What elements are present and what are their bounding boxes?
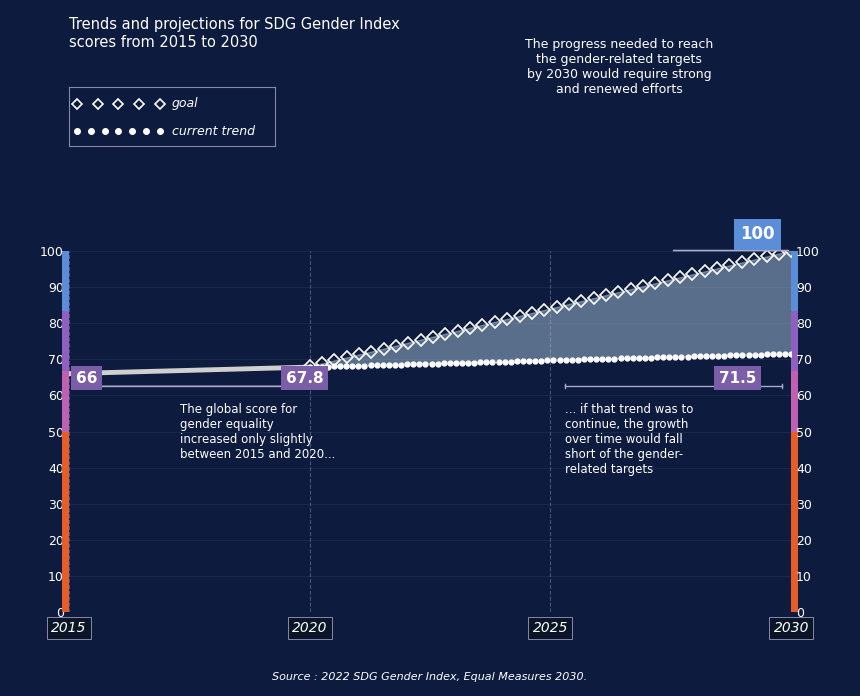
Text: 67.8: 67.8 <box>286 371 323 386</box>
FancyBboxPatch shape <box>791 251 798 311</box>
Text: The progress needed to reach
the gender-related targets
by 2030 would require st: The progress needed to reach the gender-… <box>525 38 713 96</box>
FancyBboxPatch shape <box>62 311 69 371</box>
FancyBboxPatch shape <box>62 492 69 552</box>
FancyBboxPatch shape <box>62 251 69 311</box>
FancyBboxPatch shape <box>791 371 798 432</box>
FancyBboxPatch shape <box>791 492 798 552</box>
Text: Source : 2022 SDG Gender Index, Equal Measures 2030.: Source : 2022 SDG Gender Index, Equal Me… <box>273 672 587 682</box>
Text: current trend: current trend <box>172 125 255 138</box>
FancyBboxPatch shape <box>62 552 69 612</box>
FancyBboxPatch shape <box>62 371 69 432</box>
FancyBboxPatch shape <box>791 311 798 371</box>
Text: ... if that trend was to
continue, the growth
over time would fall
short of the : ... if that trend was to continue, the g… <box>565 402 693 475</box>
FancyBboxPatch shape <box>791 432 798 492</box>
Text: goal: goal <box>172 97 199 110</box>
Text: 66: 66 <box>76 371 97 386</box>
FancyBboxPatch shape <box>62 432 69 492</box>
Text: 100: 100 <box>740 226 775 244</box>
Text: Trends and projections for SDG Gender Index
scores from 2015 to 2030: Trends and projections for SDG Gender In… <box>69 17 400 50</box>
Text: 71.5: 71.5 <box>719 371 756 386</box>
FancyBboxPatch shape <box>791 552 798 612</box>
Text: The global score for
gender equality
increased only slightly
between 2015 and 20: The global score for gender equality inc… <box>180 402 335 461</box>
